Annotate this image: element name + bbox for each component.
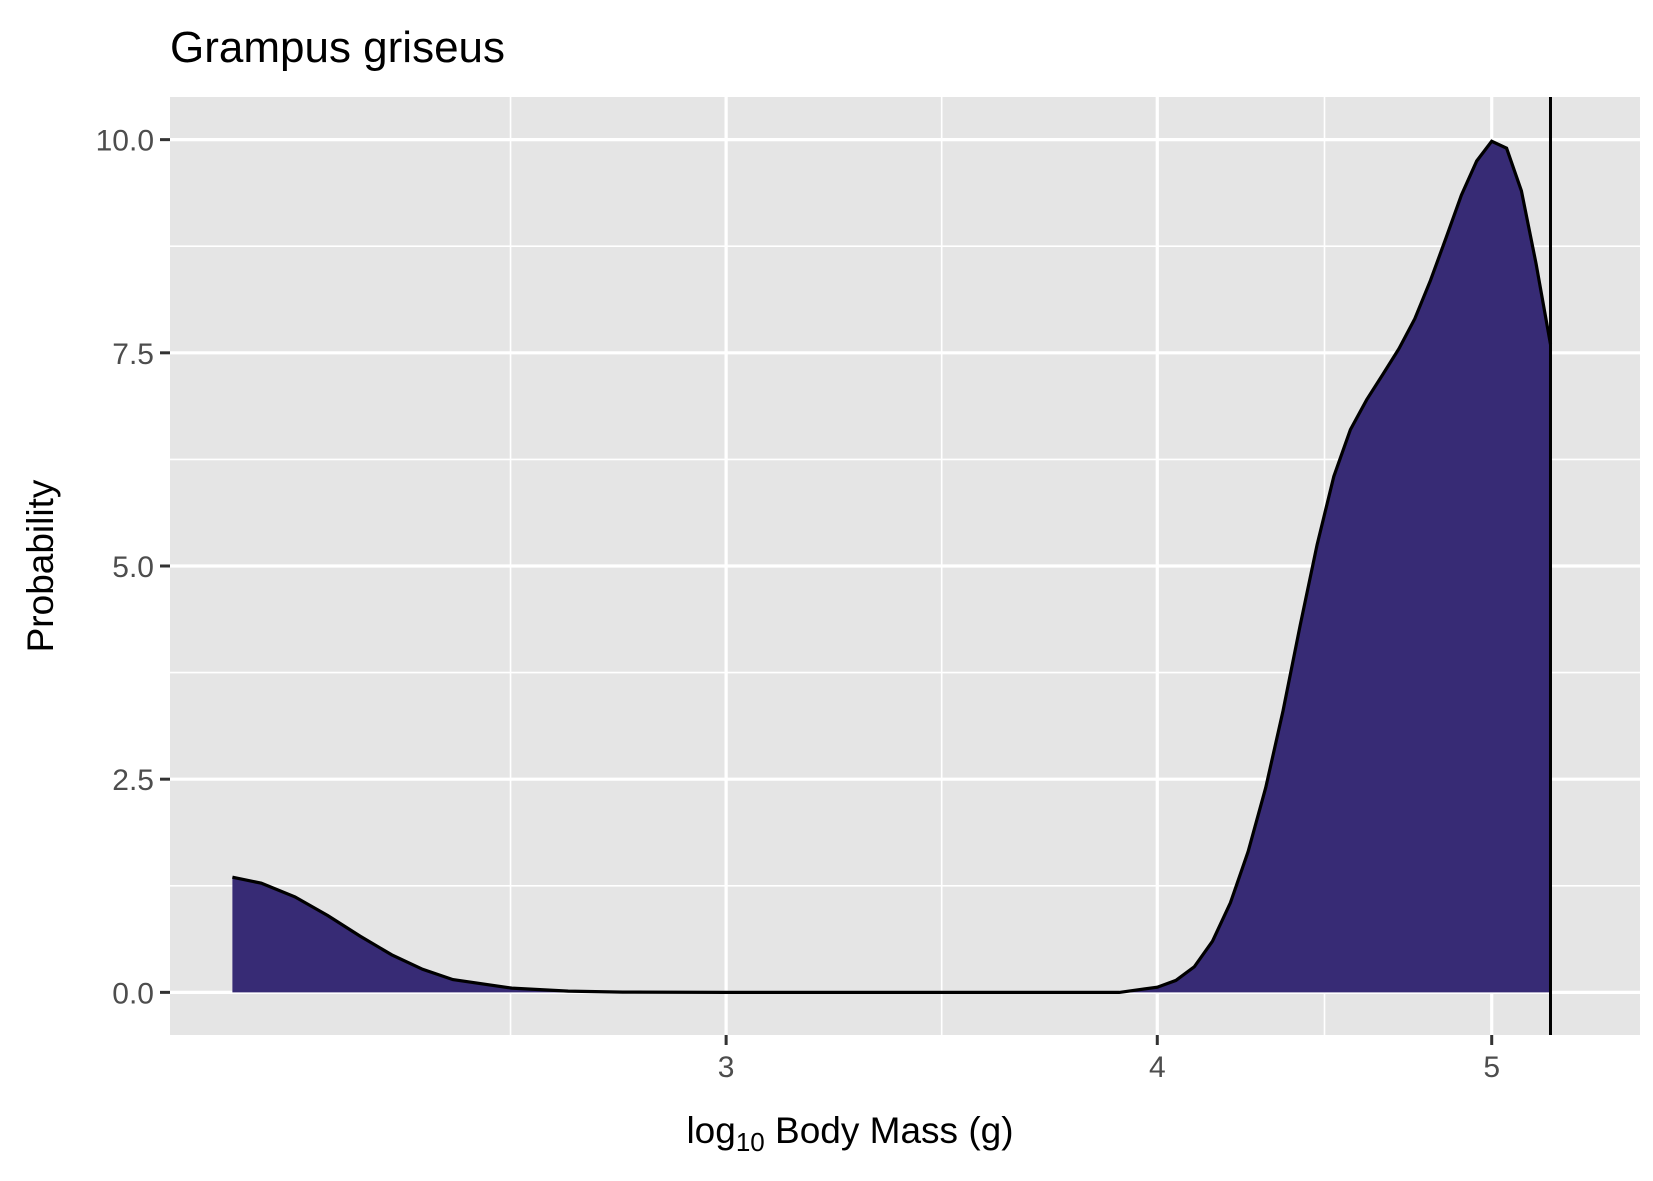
y-axis-title: Probability <box>20 479 61 652</box>
y-tick-label: 7.5 <box>112 338 154 371</box>
density-area <box>232 141 1551 993</box>
chart-title: Grampus griseus <box>170 23 505 72</box>
y-tick-label: 2.5 <box>112 764 154 797</box>
y-tick-label: 10.0 <box>96 125 154 158</box>
x-axis-title: log10 Body Mass (g) <box>686 1110 1013 1157</box>
x-axis-ticks: 3 4 5 <box>718 1035 1500 1084</box>
x-tick-label: 3 <box>718 1051 735 1084</box>
y-axis-ticks: 0.0 2.5 5.0 7.5 10.0 <box>96 125 170 1010</box>
density-curve <box>232 139 1553 994</box>
y-tick-label: 5.0 <box>112 551 154 584</box>
x-tick-label: 4 <box>1149 1051 1166 1084</box>
x-axis-title-subscript: 10 <box>736 1127 765 1157</box>
x-axis-title-prefix: log <box>686 1110 735 1151</box>
x-axis-title-suffix: Body Mass (g) <box>765 1110 1014 1151</box>
x-tick-label: 5 <box>1483 1051 1500 1084</box>
y-tick-label: 0.0 <box>112 977 154 1010</box>
